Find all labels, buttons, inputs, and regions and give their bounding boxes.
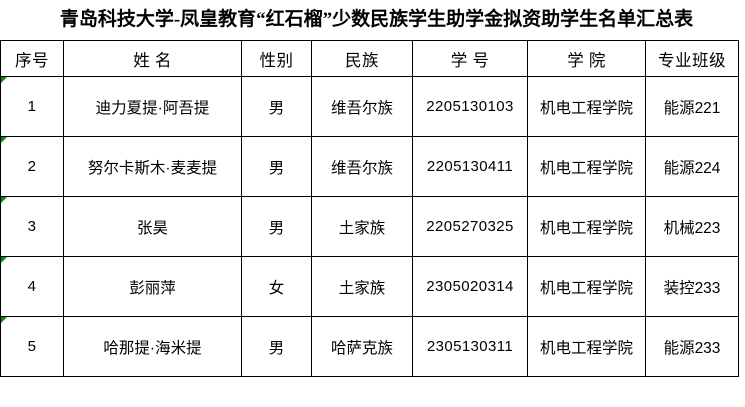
cell-class[interactable]: 能源224	[645, 136, 739, 197]
cell-college[interactable]: 机电工程学院	[527, 316, 646, 377]
cell-index[interactable]: 4	[0, 256, 64, 317]
cell-name[interactable]: 迪力夏提·阿吾提	[63, 76, 242, 137]
column-header-college: 学 院	[527, 40, 646, 77]
cell-index-text: 5	[27, 338, 37, 355]
column-header-class: 专业班级	[645, 40, 739, 77]
cell-comment-indicator-icon	[1, 137, 7, 143]
cell-gender[interactable]: 男	[241, 196, 312, 257]
cell-class[interactable]: 能源233	[645, 316, 739, 377]
cell-index[interactable]: 5	[0, 316, 64, 377]
cell-sid[interactable]: 2205270325	[412, 196, 528, 257]
cell-comment-indicator-icon	[1, 317, 7, 323]
cell-college[interactable]: 机电工程学院	[527, 76, 646, 137]
table-row[interactable]: 1 迪力夏提·阿吾提 男 维吾尔族 2205130103 机电工程学院 能源22…	[0, 76, 739, 137]
cell-class[interactable]: 能源221	[645, 76, 739, 137]
cell-sid[interactable]: 2205130103	[412, 76, 528, 137]
cell-college[interactable]: 机电工程学院	[527, 256, 646, 317]
cell-index[interactable]: 1	[0, 76, 64, 137]
cell-college[interactable]: 机电工程学院	[527, 136, 646, 197]
cell-index-text: 2	[27, 158, 37, 175]
cell-ethnic[interactable]: 维吾尔族	[311, 136, 413, 197]
cell-name[interactable]: 努尔卡斯木·麦麦提	[63, 136, 242, 197]
cell-gender[interactable]: 女	[241, 256, 312, 317]
cell-index-text: 1	[27, 98, 37, 115]
cell-class[interactable]: 机械223	[645, 196, 739, 257]
cell-name[interactable]: 哈那提·海米提	[63, 316, 242, 377]
document-title-bar: 青岛科技大学-凤皇教育“红石榴”少数民族学生助学金拟资助学生名单汇总表	[0, 0, 745, 40]
cell-name[interactable]: 彭丽萍	[63, 256, 242, 317]
cell-index[interactable]: 3	[0, 196, 64, 257]
cell-ethnic[interactable]: 土家族	[311, 256, 413, 317]
column-header-index: 序号	[0, 40, 64, 77]
table-body: 1 迪力夏提·阿吾提 男 维吾尔族 2205130103 机电工程学院 能源22…	[0, 76, 739, 377]
cell-index-text: 4	[27, 278, 37, 295]
cell-college[interactable]: 机电工程学院	[527, 196, 646, 257]
column-header-name: 姓 名	[63, 40, 242, 77]
table-row[interactable]: 4 彭丽萍 女 土家族 2305020314 机电工程学院 装控233	[0, 256, 739, 317]
cell-comment-indicator-icon	[1, 257, 7, 263]
table-row[interactable]: 5 哈那提·海米提 男 哈萨克族 2305130311 机电工程学院 能源233	[0, 316, 739, 377]
cell-sid[interactable]: 2205130411	[412, 136, 528, 197]
cell-index[interactable]: 2	[0, 136, 64, 197]
cell-gender[interactable]: 男	[241, 76, 312, 137]
cell-ethnic[interactable]: 土家族	[311, 196, 413, 257]
student-list-table: 序号 姓 名 性别 民族 学 号 学 院 专业班级 1 迪力夏提·阿吾提 男 维…	[0, 40, 739, 377]
cell-gender[interactable]: 男	[241, 316, 312, 377]
column-header-gender: 性别	[241, 40, 312, 77]
table-row[interactable]: 3 张昊 男 土家族 2205270325 机电工程学院 机械223	[0, 196, 739, 257]
cell-sid[interactable]: 2305020314	[412, 256, 528, 317]
cell-ethnic[interactable]: 维吾尔族	[311, 76, 413, 137]
cell-class[interactable]: 装控233	[645, 256, 739, 317]
cell-sid[interactable]: 2305130311	[412, 316, 528, 377]
cell-comment-indicator-icon	[1, 77, 7, 83]
cell-ethnic[interactable]: 哈萨克族	[311, 316, 413, 377]
cell-comment-indicator-icon	[1, 197, 7, 203]
table-header-row: 序号 姓 名 性别 民族 学 号 学 院 专业班级	[0, 40, 739, 77]
table-row[interactable]: 2 努尔卡斯木·麦麦提 男 维吾尔族 2205130411 机电工程学院 能源2…	[0, 136, 739, 197]
page-title: 青岛科技大学-凤皇教育“红石榴”少数民族学生助学金拟资助学生名单汇总表	[59, 8, 694, 30]
column-header-ethnic: 民族	[311, 40, 413, 77]
cell-index-text: 3	[27, 218, 37, 235]
cell-name[interactable]: 张昊	[63, 196, 242, 257]
cell-gender[interactable]: 男	[241, 136, 312, 197]
column-header-sid: 学 号	[412, 40, 528, 77]
